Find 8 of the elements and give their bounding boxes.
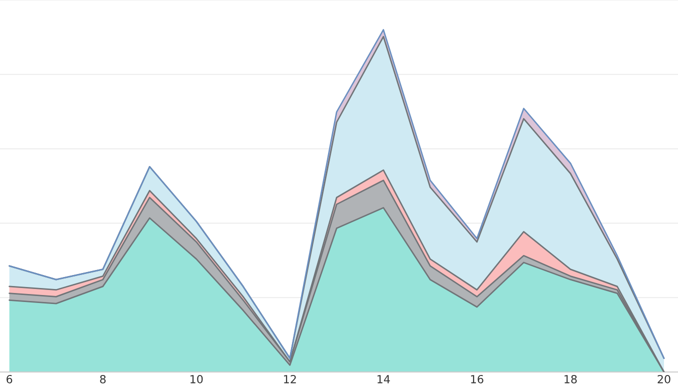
x-tick-label: 18 [564, 374, 577, 384]
x-tick-label: 6 [6, 374, 12, 384]
x-tick-label: 20 [658, 374, 670, 384]
x-tick-label: 14 [378, 375, 390, 384]
x-tick-label: 12 [284, 374, 296, 384]
x-tick-label: 10 [190, 374, 203, 384]
x-tick-label: 16 [471, 374, 484, 384]
x-tick-label: 8 [100, 374, 106, 384]
